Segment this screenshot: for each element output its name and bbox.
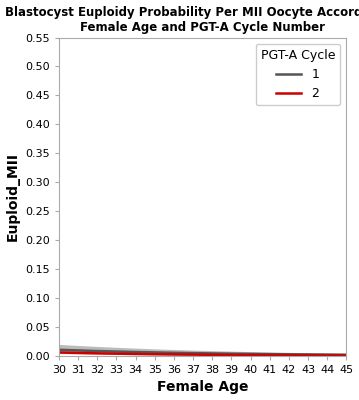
- X-axis label: Female Age: Female Age: [157, 380, 248, 394]
- Title: Blastocyst Euploidy Probability Per MII Oocyte According to
Female Age and PGT-A: Blastocyst Euploidy Probability Per MII …: [5, 6, 359, 34]
- Legend: 1, 2: 1, 2: [256, 44, 340, 105]
- Y-axis label: Euploid_MII: Euploid_MII: [5, 152, 19, 241]
